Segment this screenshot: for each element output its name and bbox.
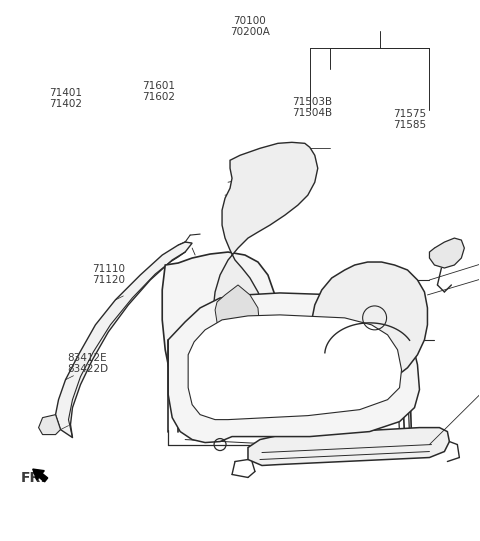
Polygon shape — [56, 242, 192, 438]
Polygon shape — [188, 315, 402, 420]
Text: 71601
71602: 71601 71602 — [143, 81, 175, 102]
Polygon shape — [162, 252, 278, 425]
Polygon shape — [168, 293, 420, 443]
FancyArrow shape — [33, 469, 48, 482]
Text: 71503B
71504B: 71503B 71504B — [292, 97, 332, 118]
Polygon shape — [430, 238, 464, 268]
Polygon shape — [312, 262, 428, 388]
Polygon shape — [215, 285, 260, 358]
Text: 71110
71120: 71110 71120 — [92, 264, 125, 285]
Text: 71401
71402: 71401 71402 — [49, 88, 83, 109]
Polygon shape — [213, 142, 318, 358]
Text: FR.: FR. — [21, 471, 47, 485]
Text: 71312
71322: 71312 71322 — [258, 385, 291, 406]
Text: 70100
70200A: 70100 70200A — [229, 16, 269, 37]
Text: 71575
71585: 71575 71585 — [393, 109, 426, 130]
Text: 83412E
83422D: 83412E 83422D — [68, 353, 109, 374]
Polygon shape — [248, 427, 449, 465]
Polygon shape — [38, 414, 60, 434]
